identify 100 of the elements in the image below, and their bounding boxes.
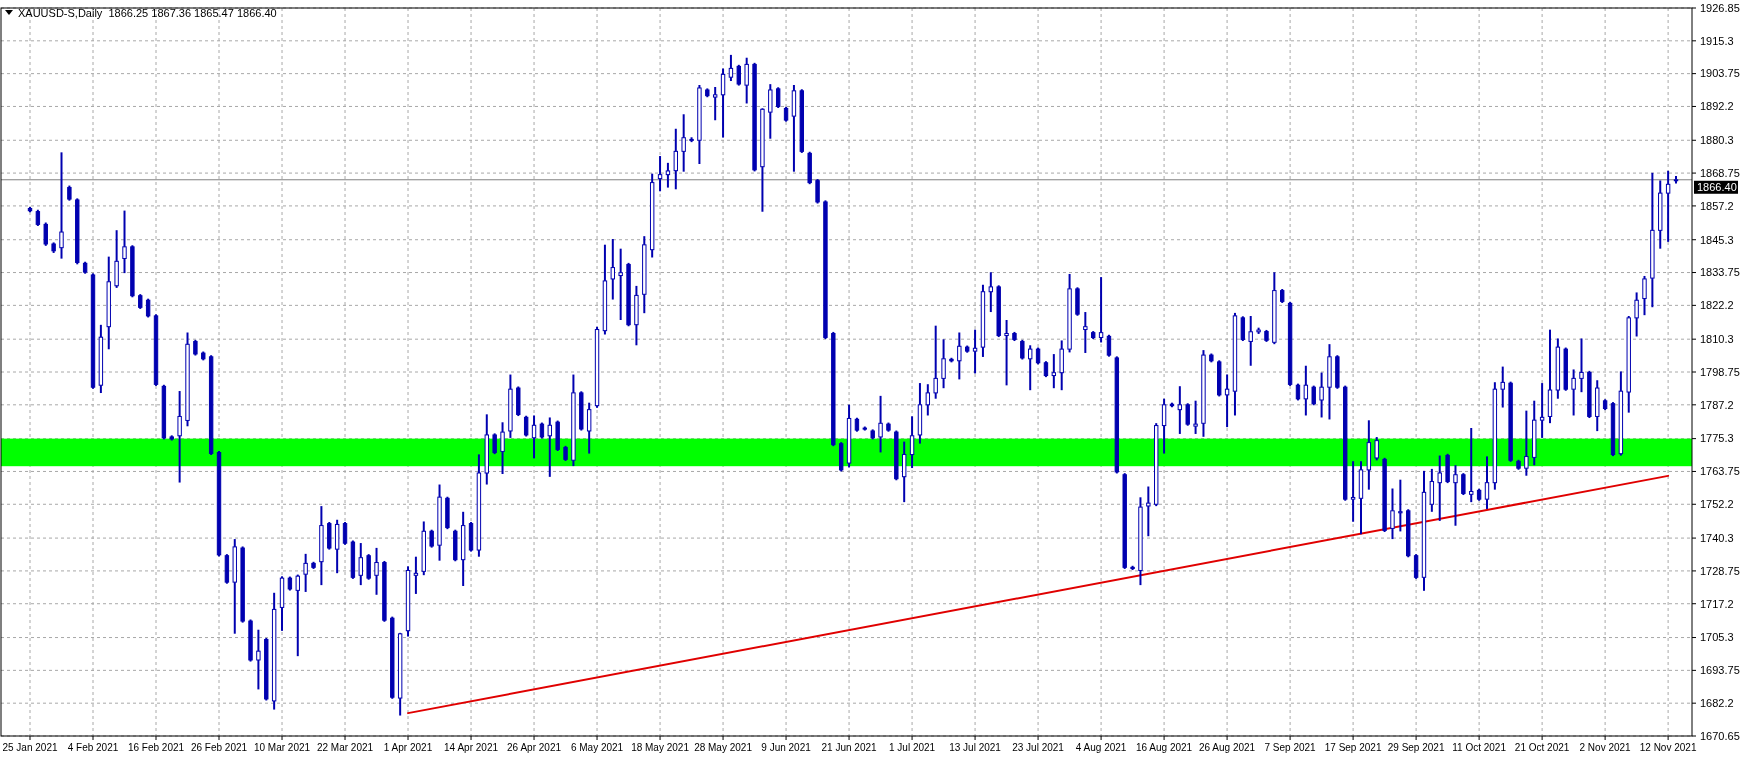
y-tick-label: 1845.3 <box>1700 233 1734 246</box>
x-tick-label: 7 Sep 2021 <box>1264 742 1317 753</box>
candlestick <box>1224 374 1230 428</box>
x-tick-label: 22 Mar 2021 <box>316 742 374 753</box>
candlestick <box>736 64 741 86</box>
y-tick-label: 1705.3 <box>1700 631 1734 644</box>
y-tick-label: 1763.75 <box>1700 465 1740 478</box>
candlestick <box>933 325 938 399</box>
y-tick-label: 1670.65 <box>1700 729 1740 742</box>
y-tick-label: 1915.3 <box>1700 34 1734 47</box>
candlestick <box>366 554 371 580</box>
x-tick-label: 10 Mar 2021 <box>253 742 311 753</box>
candlestick <box>775 87 781 109</box>
x-tick-label: 29 Sep 2021 <box>1387 742 1445 753</box>
ref-line-label: 1866.40 <box>1697 181 1737 194</box>
candlestick <box>1028 345 1033 391</box>
candlestick <box>1642 275 1647 316</box>
candlestick <box>1193 400 1198 434</box>
x-tick-label: 16 Aug 2021 <box>1136 742 1193 753</box>
y-tick-label: 1892.2 <box>1700 100 1734 113</box>
candlestick <box>500 422 505 475</box>
x-tick-label: 6 May 2021 <box>570 742 624 753</box>
x-tick-label: 25 Jan 2021 <box>2 742 58 753</box>
candlestick <box>1390 488 1395 540</box>
candlestick <box>358 543 363 586</box>
candlestick <box>523 415 529 437</box>
candlestick <box>720 68 726 138</box>
candlestick <box>1303 365 1309 416</box>
candlestick <box>1185 403 1190 426</box>
x-tick-label: 14 Apr 2021 <box>444 742 499 753</box>
candlestick <box>413 556 419 594</box>
candlestick <box>1461 473 1466 496</box>
candlestick <box>988 272 994 313</box>
candlestick <box>1429 468 1435 512</box>
x-tick-label: 18 May 2021 <box>631 742 690 753</box>
candlestick <box>1319 372 1324 418</box>
candlestick <box>878 395 883 453</box>
candlestick <box>909 416 915 469</box>
candlestick <box>712 86 718 121</box>
candlestick <box>1059 340 1064 391</box>
candlestick <box>728 54 734 82</box>
y-tick-label: 1857.2 <box>1700 199 1734 212</box>
x-tick-label: 23 Jul 2021 <box>1012 742 1065 753</box>
y-tick-label: 1868.75 <box>1700 166 1740 179</box>
candlestick <box>1004 319 1009 386</box>
candlestick <box>43 222 48 246</box>
candlestick <box>689 137 694 143</box>
x-tick-label: 26 Aug 2021 <box>1199 742 1256 753</box>
candlestick <box>665 162 671 188</box>
x-tick-label: 26 Feb 2021 <box>190 742 248 753</box>
candlestick <box>1161 398 1167 454</box>
candlestick <box>295 574 300 657</box>
x-tick-label: 26 Apr 2021 <box>507 742 562 753</box>
candlestick <box>957 332 962 380</box>
candlestick <box>744 57 749 104</box>
x-tick-label: 2 Nov 2021 <box>1579 742 1632 753</box>
y-tick-label: 1926.85 <box>1700 1 1740 14</box>
candlestick <box>610 239 615 300</box>
y-tick-label: 1740.3 <box>1700 531 1734 544</box>
candlestick <box>1248 316 1253 366</box>
y-tick-label: 1903.75 <box>1700 67 1740 80</box>
x-tick-label: 21 Oct 2021 <box>1514 742 1570 753</box>
candlestick <box>1240 316 1246 342</box>
x-tick-label: 28 May 2021 <box>694 742 753 753</box>
y-tick-label: 1775.3 <box>1700 432 1734 445</box>
candlestick <box>586 402 592 454</box>
x-tick-label: 11 Oct 2021 <box>1452 742 1507 753</box>
candlestick <box>547 417 552 477</box>
candlestick <box>1453 465 1458 526</box>
candlestick <box>1350 461 1356 522</box>
candlestick <box>681 114 686 172</box>
candlestick <box>374 547 379 595</box>
candlestick <box>1398 479 1403 532</box>
candlestick <box>1469 427 1474 503</box>
y-tick-label: 1717.2 <box>1700 597 1734 610</box>
y-tick-label: 1880.3 <box>1700 134 1734 147</box>
candlestick <box>1673 176 1679 184</box>
candlestick <box>1413 554 1419 579</box>
candlestick <box>1579 338 1584 393</box>
candlestick <box>1539 383 1545 438</box>
y-tick-label: 1693.75 <box>1700 664 1740 677</box>
x-tick-label: 1 Apr 2021 <box>383 742 433 753</box>
candlestick <box>1571 369 1576 416</box>
y-tick-label: 1752.2 <box>1700 498 1734 511</box>
candlestick <box>1437 455 1442 521</box>
candlestick <box>1146 486 1151 537</box>
candlestick <box>1484 456 1490 509</box>
y-tick-label: 1728.75 <box>1700 564 1740 577</box>
candlestick <box>1374 437 1379 461</box>
candlestick <box>657 156 663 192</box>
x-tick-label: 12 Nov 2021 <box>1639 742 1697 753</box>
candlestick <box>768 84 773 139</box>
candlestick <box>941 339 946 389</box>
candlestick <box>925 384 931 416</box>
candlestick <box>1500 366 1505 408</box>
candlestick <box>531 415 537 459</box>
x-tick-label: 21 Jun 2021 <box>821 742 878 753</box>
x-tick-label: 4 Aug 2021 <box>1075 742 1127 753</box>
x-tick-label: 9 Jun 2021 <box>761 742 812 753</box>
candlestick <box>122 210 127 274</box>
